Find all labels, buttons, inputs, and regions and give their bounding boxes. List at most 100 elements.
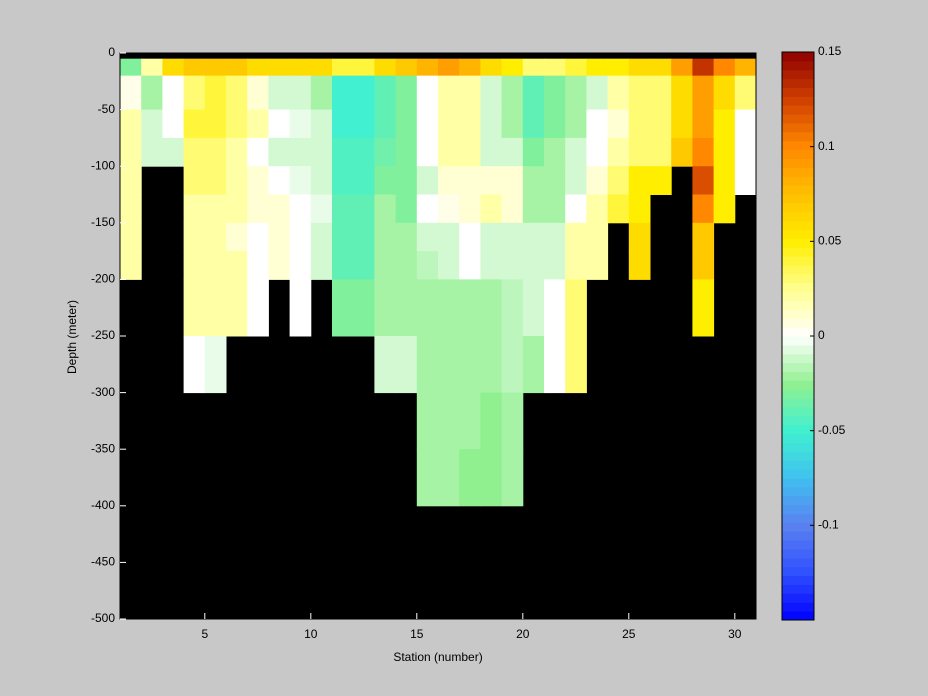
heatmap-cell xyxy=(353,222,375,252)
heatmap-cell xyxy=(565,109,587,139)
heatmap-cell xyxy=(501,279,524,337)
heatmap-cell xyxy=(332,166,354,195)
heatmap-cell xyxy=(141,109,163,139)
colorbar-band xyxy=(782,158,814,168)
heatmap-cell xyxy=(247,251,269,280)
y-tick-label: -350 xyxy=(91,441,115,455)
colorbar-band xyxy=(782,149,814,159)
heatmap-cell xyxy=(226,137,248,167)
heatmap-cell xyxy=(395,251,418,280)
heatmap-cell xyxy=(247,194,269,224)
heatmap-cell xyxy=(650,137,672,167)
heatmap-cell xyxy=(310,251,333,280)
heatmap-cell xyxy=(395,336,418,394)
colorbar-band xyxy=(782,451,814,461)
heatmap-cell xyxy=(226,75,248,111)
heatmap-cell xyxy=(332,58,354,77)
heatmap-cell xyxy=(734,58,757,77)
heatmap-cell xyxy=(374,75,397,111)
heatmap-cell xyxy=(628,222,651,252)
heatmap-cell xyxy=(501,392,524,450)
heatmap-cell xyxy=(544,222,566,252)
heatmap-cell xyxy=(438,251,460,280)
heatmap-cell xyxy=(120,137,142,167)
colorbar-band xyxy=(782,407,814,417)
heatmap-cell xyxy=(374,194,397,224)
heatmap-cell xyxy=(120,109,142,139)
heatmap-cell xyxy=(438,194,460,224)
heatmap-cell xyxy=(586,137,609,167)
heatmap-cell xyxy=(226,194,248,224)
heatmap-cell xyxy=(544,109,566,139)
heatmap-cell xyxy=(395,137,418,167)
heatmap-cell xyxy=(183,222,206,252)
heatmap-cell xyxy=(607,137,630,167)
colorbar-tick-label: 0.05 xyxy=(818,234,842,248)
heatmap-cell xyxy=(289,222,312,252)
colorbar-band xyxy=(782,256,814,266)
heatmap-cell xyxy=(374,137,397,167)
heatmap-cell xyxy=(480,166,503,195)
heatmap-cell xyxy=(692,75,715,111)
heatmap-cell xyxy=(438,449,460,507)
colorbar-band xyxy=(782,220,814,230)
colorbar-tick-label: 0.15 xyxy=(818,44,842,58)
colorbar-band xyxy=(782,593,814,603)
heatmap-cell xyxy=(416,109,439,139)
heatmap-cell xyxy=(374,166,397,195)
colorbar-band xyxy=(782,575,814,585)
heatmap-cell xyxy=(501,194,524,224)
heatmap-cell xyxy=(353,251,375,280)
colorbar-band xyxy=(782,247,814,257)
heatmap-cell xyxy=(734,75,757,111)
colorbar-band xyxy=(782,327,814,337)
heatmap-cell xyxy=(522,251,545,280)
heatmap-cell xyxy=(565,222,587,252)
heatmap-cell xyxy=(120,58,142,77)
y-tick-label: -150 xyxy=(91,215,115,229)
heatmap-cell xyxy=(247,222,269,252)
heatmap-cell xyxy=(565,166,587,195)
heatmap-cell xyxy=(141,75,163,111)
heatmap-cell xyxy=(586,194,609,224)
y-axis-label: Depth (meter) xyxy=(65,300,79,374)
x-tick-label: 25 xyxy=(622,627,636,641)
colorbar-band xyxy=(782,469,814,479)
heatmap-cell xyxy=(459,449,481,507)
heatmap-cell xyxy=(162,137,185,167)
heatmap-cell xyxy=(713,194,736,224)
colorbar-band xyxy=(782,211,814,222)
colorbar-band xyxy=(782,336,814,346)
heatmap-cell xyxy=(374,336,397,394)
heatmap-cell xyxy=(459,137,481,167)
heatmap-cell xyxy=(395,279,418,337)
x-tick-label: 15 xyxy=(410,627,424,641)
heatmap-cell xyxy=(586,109,609,139)
heatmap-cell xyxy=(459,222,481,252)
heatmap-cell xyxy=(416,58,439,77)
y-tick-label: -200 xyxy=(91,272,115,286)
colorbar-band xyxy=(782,566,814,577)
heatmap-cell xyxy=(268,222,291,252)
heatmap-cell xyxy=(204,58,227,77)
heatmap-cell xyxy=(395,109,418,139)
heatmap-cell xyxy=(247,58,269,77)
heatmap-cell xyxy=(183,109,206,139)
colorbar-band xyxy=(782,531,814,541)
y-tick-label: -300 xyxy=(91,385,115,399)
heatmap-cell xyxy=(480,279,503,337)
heatmap-cell xyxy=(438,336,460,394)
y-tick-label: -450 xyxy=(91,555,115,569)
heatmap-cell xyxy=(268,58,291,77)
heatmap-cell xyxy=(628,137,651,167)
colorbar-band xyxy=(782,415,814,426)
heatmap-cell xyxy=(353,166,375,195)
heatmap-cell xyxy=(734,109,757,139)
heatmap-cell xyxy=(162,75,185,111)
heatmap-cell xyxy=(522,109,545,139)
heatmap-cell xyxy=(438,166,460,195)
colorbar-band xyxy=(782,389,814,399)
heatmap-cell xyxy=(204,137,227,167)
x-tick-label: 10 xyxy=(304,627,318,641)
